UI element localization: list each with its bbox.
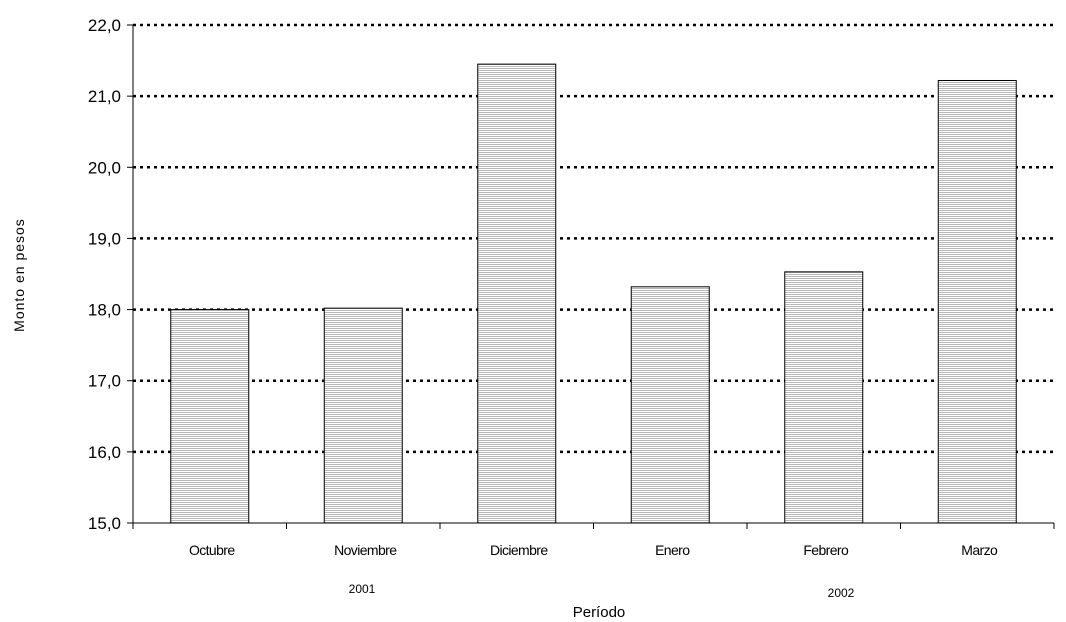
bars xyxy=(170,63,1017,524)
x-category-labels: Octubre Noviembre Diciembre Enero Febrero Mar… xyxy=(189,542,999,558)
y-tick-labels: 15,0 16,0 17,0 18,0 19,0 20,0 21,0 22,0 xyxy=(88,16,121,533)
x-category-label: Octubre xyxy=(189,542,235,558)
y-tick-label: 21,0 xyxy=(88,87,121,106)
y-tick-label: 15,0 xyxy=(88,514,121,533)
y-tick-label: 17,0 xyxy=(88,372,121,391)
y-tick-label: 18,0 xyxy=(88,301,121,320)
bar-noviembre xyxy=(323,307,403,524)
x-category-label: Enero xyxy=(655,542,690,558)
year-label-2001: 2001 xyxy=(349,582,376,596)
y-tick-label: 16,0 xyxy=(88,443,121,462)
bar-octubre xyxy=(170,309,250,524)
y-axis-title: Monto en pesos xyxy=(11,218,27,332)
bar-enero xyxy=(630,286,710,524)
x-category-label: Diciembre xyxy=(490,542,548,558)
y-tick-label: 19,0 xyxy=(88,229,121,248)
x-axis-title: Período xyxy=(573,604,626,621)
y-tick-label: 22,0 xyxy=(88,16,121,35)
bar-diciembre xyxy=(477,63,557,524)
year-label-2002: 2002 xyxy=(828,586,855,600)
bar-febrero xyxy=(784,271,864,524)
bar-marzo xyxy=(937,79,1017,524)
y-tick-label: 20,0 xyxy=(88,158,121,177)
axes xyxy=(127,24,1055,529)
x-category-label: Febrero xyxy=(803,542,849,558)
x-category-label: Noviembre xyxy=(334,542,397,558)
x-category-label: Marzo xyxy=(961,542,998,558)
gridlines xyxy=(133,23,1054,454)
